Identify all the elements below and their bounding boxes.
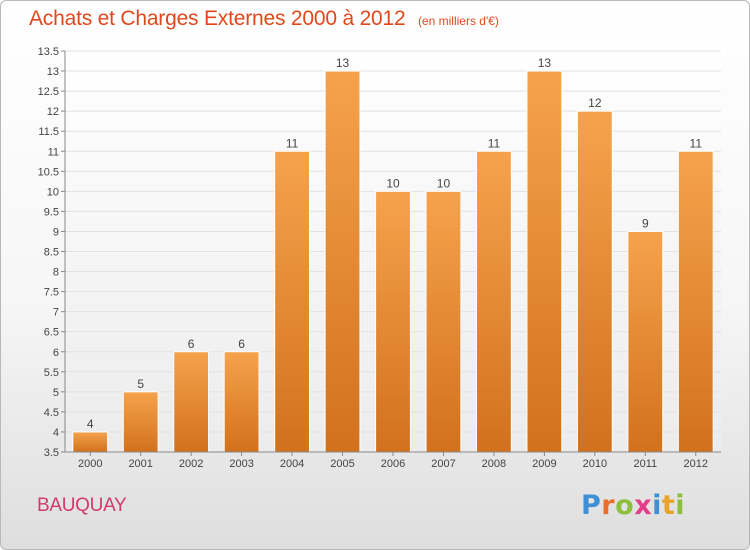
x-tick-label: 2000 <box>78 458 102 470</box>
x-tick-label: 2010 <box>583 458 607 470</box>
data-label: 11 <box>286 136 299 150</box>
chart-title: Achats et Charges Externes 2000 à 2012 <box>29 7 406 30</box>
y-tick-label: 8.5 <box>44 247 59 259</box>
data-label: 12 <box>588 96 602 110</box>
x-tick-label: 2003 <box>229 458 253 470</box>
bar-2010 <box>576 110 613 453</box>
y-tick-label: 9.5 <box>44 206 59 218</box>
y-tick-label: 4 <box>53 427 59 439</box>
data-label: 13 <box>538 56 552 70</box>
data-label: 5 <box>137 377 144 391</box>
y-tick-label: 13 <box>47 66 59 78</box>
x-tick-label: 2002 <box>179 458 203 470</box>
x-tick-label: 2005 <box>330 458 354 470</box>
logo-letter: P <box>581 490 602 521</box>
data-label: 13 <box>336 56 350 70</box>
x-tick-label: 2004 <box>280 458 304 470</box>
bar-2003 <box>223 351 260 453</box>
bar-2008 <box>476 150 512 453</box>
bar-2002 <box>173 351 210 453</box>
bar-2012 <box>677 150 714 453</box>
x-tick-label: 2006 <box>381 458 405 470</box>
y-tick-label: 4.5 <box>44 407 59 419</box>
data-label: 11 <box>690 136 703 150</box>
y-tick-label: 10 <box>47 186 59 198</box>
y-tick-label: 7.5 <box>44 287 59 299</box>
data-label: 4 <box>87 417 94 431</box>
y-tick-labels: 3.5 4 4.5 5 5.5 6 6.5 7 7.5 8 8.5 9 9.5 10 10.5 11 11.5 1… <box>38 46 59 459</box>
data-label: 10 <box>386 176 400 190</box>
bar-2006 <box>375 190 411 453</box>
bar-2011 <box>627 230 664 453</box>
bar-2001 <box>122 391 159 453</box>
commune-name: BAUQUAY <box>37 495 127 516</box>
chart-unit-label: (en milliers d'€) <box>417 14 499 28</box>
logo-letter: r <box>601 490 616 521</box>
y-tick-label: 11 <box>48 146 59 158</box>
bar-2009 <box>526 70 563 453</box>
logo-letter: t <box>661 490 676 521</box>
bar-2005 <box>324 70 361 453</box>
x-tick-labels: 2000 2001 2002 2003 2004 2005 2006 2007 2008 2009… <box>78 452 708 470</box>
x-tick-label: 2012 <box>684 458 708 470</box>
y-tick-label: 7 <box>53 307 59 319</box>
y-tick-label: 12 <box>47 106 59 118</box>
x-tick-label: 2007 <box>431 458 455 470</box>
x-tick-label: 2001 <box>128 458 152 470</box>
x-tick-label: 2009 <box>532 458 556 470</box>
data-label: 6 <box>188 337 195 351</box>
y-tick-label: 9 <box>53 226 59 238</box>
logo-letter: x <box>634 490 653 521</box>
x-tick-label: 2011 <box>633 458 657 470</box>
logo-letter: o <box>615 490 635 521</box>
y-tick-label: 3.5 <box>44 447 59 459</box>
data-label: 11 <box>488 136 501 150</box>
y-tick-label: 10.5 <box>38 166 59 178</box>
bars <box>72 70 714 453</box>
y-tick-label: 6 <box>53 347 59 359</box>
y-tick-label: 5 <box>53 387 59 399</box>
proxiti-logo[interactable]: Proxiti <box>581 490 685 521</box>
bar-2004 <box>274 150 310 453</box>
y-tick-label: 11.5 <box>38 126 59 138</box>
y-tick-label: 6.5 <box>44 327 59 339</box>
y-tick-label: 12.5 <box>38 86 59 98</box>
data-label: 6 <box>238 337 245 351</box>
x-tick-label: 2008 <box>482 458 506 470</box>
logo-letter: i <box>652 490 662 521</box>
bar-2000 <box>72 431 109 453</box>
data-label: 10 <box>437 176 451 190</box>
y-tick-label: 13.5 <box>38 46 59 58</box>
y-tick-label: 8 <box>53 267 59 279</box>
logo-letter: i <box>675 490 686 521</box>
y-tick-label: 5.5 <box>44 367 59 379</box>
data-label: 9 <box>642 216 649 230</box>
title-block: Achats et Charges Externes 2000 à 2012 (… <box>29 7 499 31</box>
data-labels: 4 5 6 6 11 13 10 10 11 13 12 9 11 <box>87 56 702 431</box>
bar-2007 <box>425 190 462 453</box>
